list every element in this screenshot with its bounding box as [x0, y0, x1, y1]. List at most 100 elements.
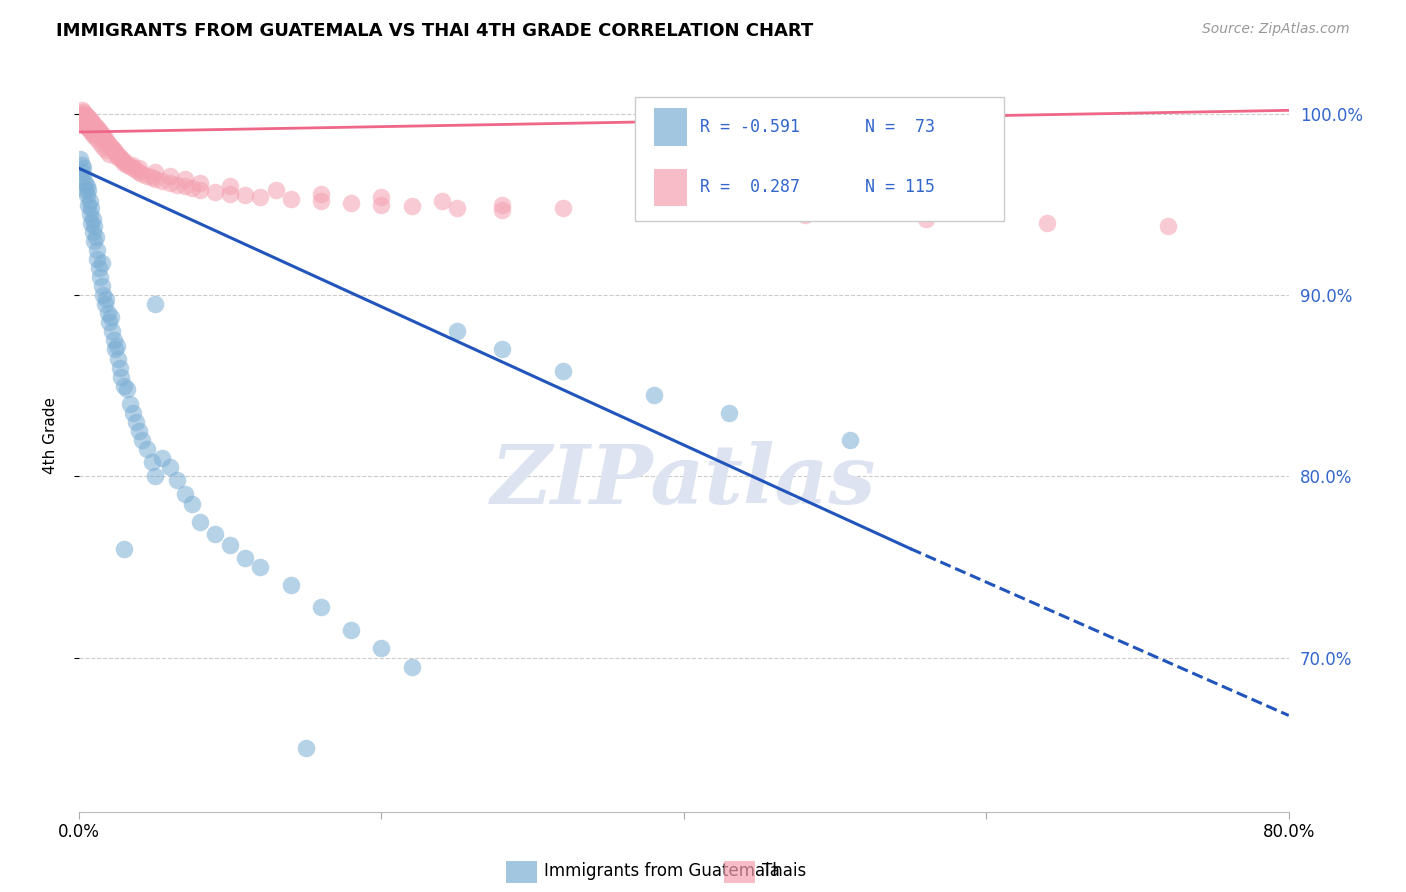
- Point: [136, 442, 159, 457]
- Point: [73, 118, 96, 132]
- Point: [370, 641, 392, 656]
- Point: [104, 145, 127, 159]
- Point: [112, 541, 135, 556]
- Point: [77, 121, 100, 136]
- Point: [672, 204, 695, 219]
- Point: [643, 388, 665, 402]
- Point: [370, 190, 392, 204]
- Text: N =  73: N = 73: [865, 119, 935, 136]
- Point: [84, 230, 107, 244]
- Point: [86, 252, 108, 266]
- Point: [76, 109, 98, 123]
- Point: [84, 120, 107, 134]
- Text: R = -0.591: R = -0.591: [700, 119, 800, 136]
- Point: [70, 109, 93, 123]
- Point: [309, 599, 332, 614]
- Point: [72, 161, 94, 176]
- Point: [100, 139, 122, 153]
- Point: [173, 487, 195, 501]
- Point: [96, 134, 118, 148]
- Point: [219, 179, 242, 194]
- Point: [204, 527, 226, 541]
- Point: [103, 334, 125, 348]
- Point: [181, 181, 204, 195]
- Point: [551, 364, 574, 378]
- Point: [89, 128, 111, 143]
- Point: [143, 469, 166, 483]
- Point: [91, 128, 114, 143]
- Point: [77, 114, 100, 128]
- Point: [69, 111, 91, 125]
- Point: [98, 146, 121, 161]
- Point: [72, 170, 94, 185]
- Point: [108, 151, 131, 165]
- Point: [82, 127, 104, 141]
- Point: [340, 624, 363, 638]
- Point: [96, 292, 118, 306]
- Point: [89, 270, 111, 285]
- Point: [69, 112, 91, 127]
- Point: [79, 112, 101, 127]
- Point: [125, 163, 148, 178]
- Point: [166, 473, 188, 487]
- Text: Source: ZipAtlas.com: Source: ZipAtlas.com: [1202, 22, 1350, 37]
- Point: [87, 127, 110, 141]
- Point: [188, 176, 211, 190]
- Point: [112, 156, 135, 170]
- Point: [309, 186, 332, 201]
- Point: [72, 116, 94, 130]
- Point: [82, 120, 104, 134]
- Point: [188, 183, 211, 197]
- Point: [73, 107, 96, 121]
- Point: [80, 201, 103, 215]
- Point: [122, 161, 145, 176]
- Point: [188, 515, 211, 529]
- Point: [110, 369, 132, 384]
- Point: [80, 118, 103, 132]
- Point: [82, 116, 104, 130]
- Point: [90, 130, 112, 145]
- Point: [128, 165, 150, 179]
- Point: [79, 116, 101, 130]
- Point: [219, 538, 242, 552]
- Point: [131, 433, 153, 447]
- Point: [143, 172, 166, 186]
- Point: [77, 197, 100, 211]
- Point: [914, 212, 936, 227]
- Point: [121, 158, 143, 172]
- Point: [793, 209, 815, 223]
- Point: [73, 183, 96, 197]
- Point: [103, 143, 125, 157]
- Y-axis label: 4th Grade: 4th Grade: [44, 397, 58, 474]
- Point: [83, 234, 105, 248]
- Point: [280, 578, 302, 592]
- Point: [76, 112, 98, 127]
- FancyBboxPatch shape: [636, 97, 1004, 221]
- Point: [70, 112, 93, 127]
- Point: [90, 255, 112, 269]
- Point: [551, 201, 574, 215]
- Point: [159, 176, 181, 190]
- Bar: [654, 109, 688, 146]
- Point: [122, 406, 145, 420]
- Point: [264, 183, 287, 197]
- Point: [219, 186, 242, 201]
- Point: [89, 136, 111, 150]
- Point: [83, 121, 105, 136]
- Point: [112, 378, 135, 392]
- Point: [80, 125, 103, 139]
- Point: [718, 406, 741, 420]
- Point: [128, 424, 150, 438]
- Point: [112, 154, 135, 169]
- Point: [117, 382, 139, 396]
- Point: [128, 161, 150, 176]
- Text: Thais: Thais: [762, 863, 806, 880]
- Point: [91, 139, 114, 153]
- Point: [96, 143, 118, 157]
- Point: [173, 179, 195, 194]
- Point: [117, 158, 139, 172]
- Point: [76, 120, 98, 134]
- Text: R =  0.287: R = 0.287: [700, 178, 800, 196]
- Point: [120, 397, 142, 411]
- Point: [87, 123, 110, 137]
